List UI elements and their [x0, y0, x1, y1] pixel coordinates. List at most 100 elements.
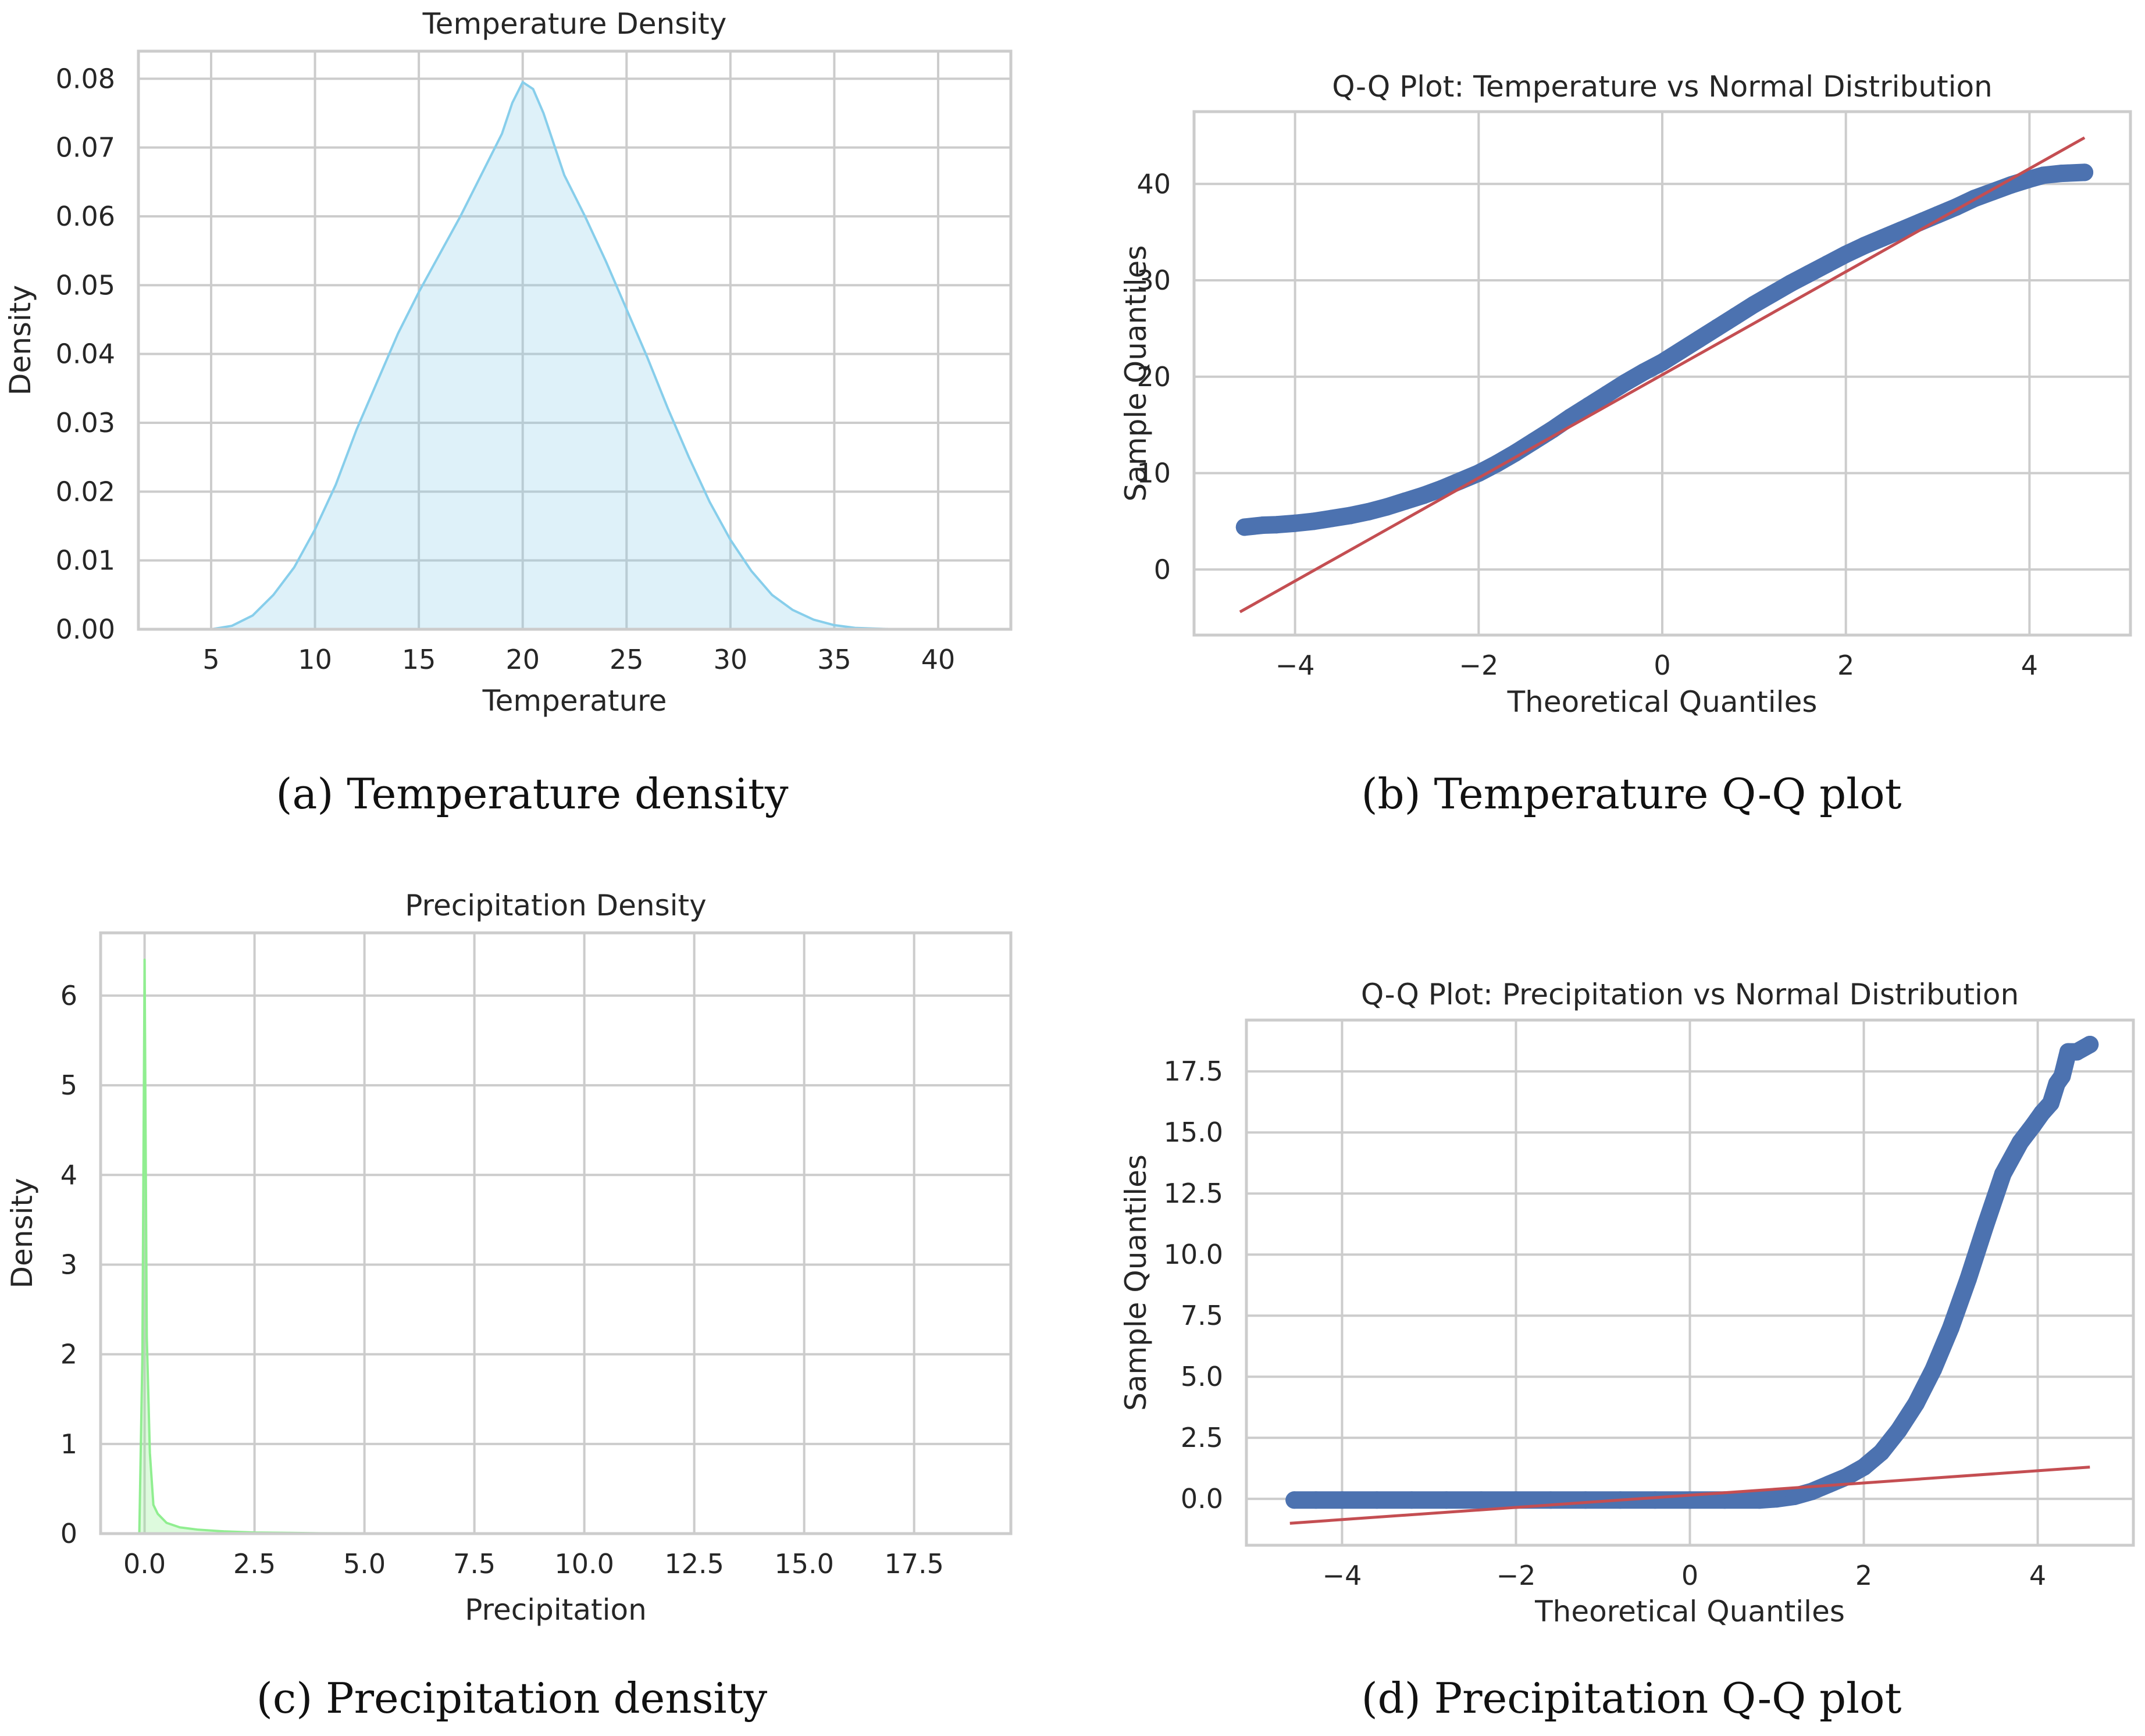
qq-point [1368, 1491, 1386, 1509]
qq-point [1488, 454, 1506, 472]
qq-point [1285, 1491, 1303, 1509]
qq-point [2053, 165, 2071, 183]
x-axis-label: Precipitation [465, 1593, 647, 1627]
x-tick-label: 0 [1681, 1560, 1698, 1591]
y-axis-label: Sample Quantiles [1119, 1154, 1153, 1411]
qq-point [1268, 516, 1286, 534]
chart-title: Temperature Density [422, 7, 727, 41]
y-tick-label: 10 [1136, 458, 1171, 489]
y-tick-label: 1 [60, 1428, 77, 1460]
qq-point [2041, 1094, 2060, 1112]
qq-point [2081, 1036, 2099, 1053]
qq-point [1341, 507, 1359, 525]
x-axis-label: Temperature [482, 684, 667, 718]
y-axis-label: Sample Quantiles [1119, 245, 1153, 502]
qq-point [1976, 1216, 1994, 1234]
qq-point [1323, 509, 1341, 527]
y-tick-label: 0.08 [56, 63, 115, 94]
qq-point [2068, 1043, 2086, 1061]
qq-point [1925, 1360, 1943, 1378]
y-tick-label: 0.01 [56, 545, 115, 576]
qq-point [1470, 464, 1488, 482]
x-tick-label: −4 [1275, 650, 1315, 681]
qq-point [1437, 1491, 1455, 1509]
qq-point [1708, 319, 1726, 337]
y-tick-label: 12.5 [1164, 1178, 1223, 1209]
qq-point [1506, 444, 1524, 462]
qq-point [1333, 1491, 1351, 1509]
y-tick-label: 0.06 [56, 201, 115, 232]
x-tick-label: 40 [921, 644, 956, 675]
qq-point [1994, 1165, 2012, 1183]
y-tick-label: 0 [60, 1518, 77, 1549]
x-tick-label: 15 [402, 644, 436, 675]
qq-point [1562, 408, 1580, 426]
panel-precipitation-qq-plot: −4 −2 0 2 4 0.0 2.5 5.0 7.5 10.0 12.5 15.0 17.5 Q-Q P… [1119, 978, 2135, 1628]
qq-point [1359, 502, 1377, 521]
x-axis-label: Theoretical Quantiles [1534, 1595, 1845, 1628]
x-tick-label: −2 [1459, 650, 1498, 681]
caption-b: (b) Temperature Q-Q plot [1361, 769, 1901, 818]
qq-point [1890, 1421, 1908, 1439]
x-axis-label: Theoretical Quantiles [1507, 685, 1818, 719]
qq-reference-line [1289, 1466, 2090, 1525]
qq-point [1403, 1491, 1421, 1509]
x-tick-label: 4 [2021, 650, 2038, 681]
y-tick-label: 3 [60, 1249, 77, 1280]
qq-point [1763, 285, 1781, 303]
caption-a: (a) Temperature density [276, 769, 789, 818]
y-axis-label: Density [3, 285, 37, 395]
qq-point [1873, 229, 1891, 247]
y-tick-label: 0.0 [1181, 1483, 1223, 1514]
chart-title: Q-Q Plot: Temperature vs Normal Distribu… [1332, 70, 1993, 104]
qq-point [1654, 353, 1671, 371]
x-tick-label: 25 [610, 644, 644, 675]
qq-point [1307, 1491, 1325, 1509]
qq-point [1305, 512, 1323, 530]
qq-point [1855, 1458, 1873, 1476]
x-tick-label: 7.5 [453, 1548, 496, 1580]
x-tick-label: 2.5 [233, 1548, 276, 1580]
y-tick-label: 30 [1136, 265, 1171, 296]
y-tick-label: 0 [1154, 554, 1171, 585]
x-tick-label: 17.5 [884, 1548, 943, 1580]
plot-frame [99, 931, 1013, 1535]
y-tick-label: 2 [60, 1339, 77, 1370]
y-tick-label: 0.07 [56, 132, 115, 163]
y-tick-label: 15.0 [1164, 1117, 1223, 1148]
plot-frame [1245, 1018, 2135, 1547]
qq-point [1837, 1468, 1855, 1486]
qq-point [1598, 385, 1616, 403]
qq-point [1942, 1319, 1960, 1337]
x-tick-label: 20 [505, 644, 540, 675]
x-tick-label: 35 [817, 644, 851, 675]
y-tick-label: 0.02 [56, 476, 115, 507]
y-tick-label: 17.5 [1164, 1056, 1223, 1087]
qq-point [1892, 221, 1910, 239]
qq-point [1577, 1491, 1595, 1509]
x-tick-label: 5.0 [343, 1548, 386, 1580]
x-tick-label: 30 [714, 644, 748, 675]
density-area-fill [211, 82, 938, 629]
qq-point [1254, 516, 1272, 534]
qq-point [1286, 514, 1304, 532]
y-tick-label: 10.0 [1164, 1239, 1223, 1270]
qq-point [1751, 1491, 1769, 1509]
x-tick-label: −4 [1323, 1560, 1362, 1591]
qq-reference-line [1239, 136, 2086, 614]
x-tick-label: 15.0 [774, 1548, 833, 1580]
x-tick-label: 0.0 [123, 1548, 166, 1580]
qq-point [2025, 1116, 2043, 1134]
y-tick-label: 2.5 [1181, 1422, 1223, 1453]
qq-point [1396, 492, 1414, 510]
chart-title: Precipitation Density [405, 889, 707, 922]
x-tick-label: 0 [1654, 650, 1670, 681]
panel-temperature-density: 5 10 15 20 25 30 35 40 0.00 0.01 0.02 0.03 0.04 0.05 0… [3, 7, 1013, 718]
qq-point [1745, 295, 1763, 313]
plot-area [101, 933, 1011, 1534]
qq-point [1472, 1491, 1490, 1509]
x-tick-label: 12.5 [664, 1548, 724, 1580]
caption-c: (c) Precipitation density [256, 1674, 768, 1723]
